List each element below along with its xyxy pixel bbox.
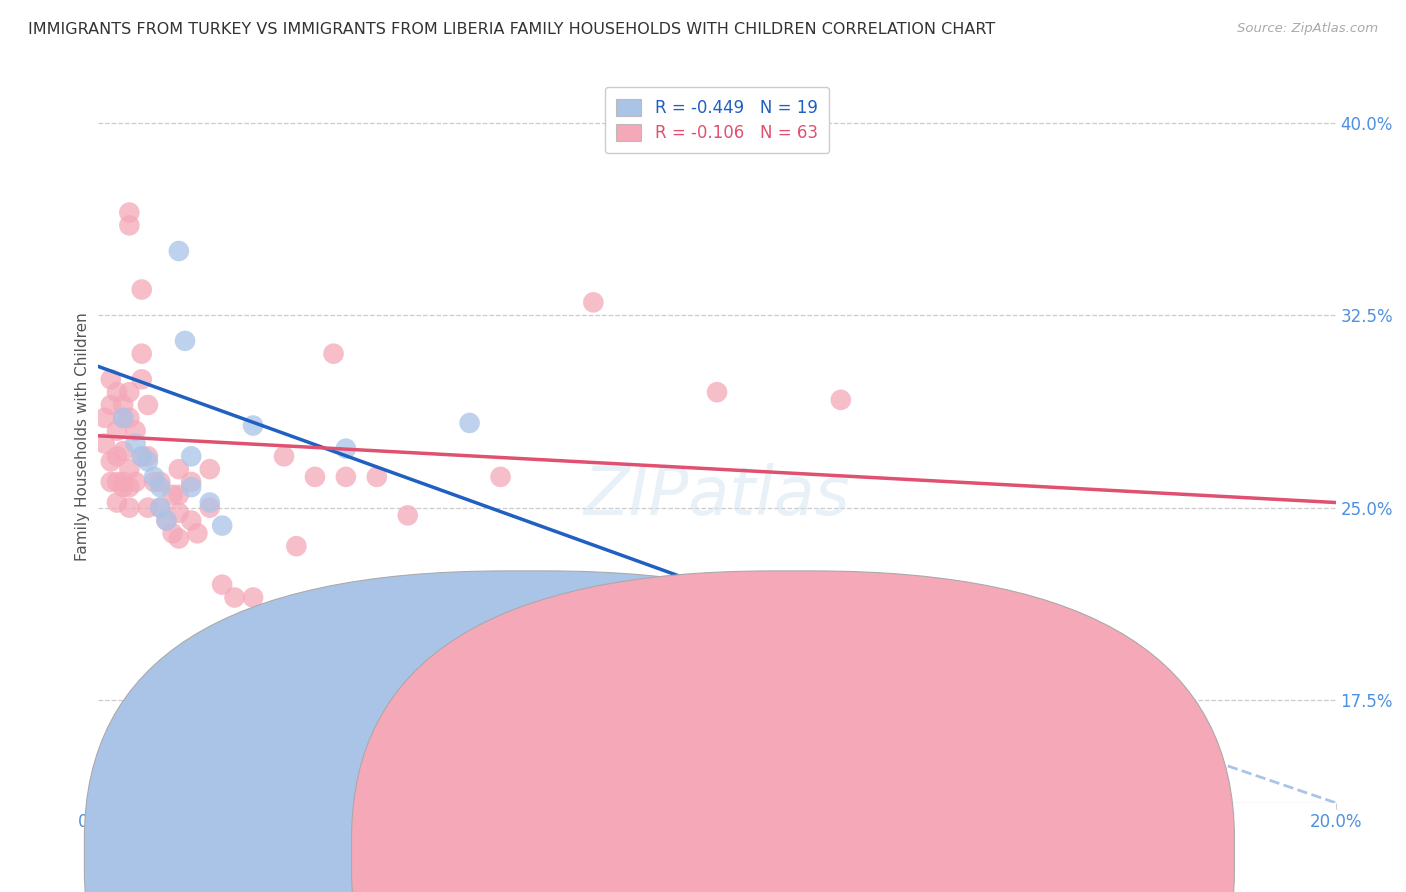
Point bbox=[242, 418, 264, 433]
Point bbox=[149, 480, 172, 494]
Point bbox=[131, 283, 153, 297]
Point bbox=[167, 244, 190, 258]
Point bbox=[180, 450, 202, 464]
Point bbox=[520, 693, 543, 707]
Point bbox=[143, 475, 166, 489]
Point bbox=[93, 410, 115, 425]
Point bbox=[768, 637, 790, 651]
Point bbox=[211, 518, 233, 533]
Point bbox=[366, 470, 388, 484]
Point bbox=[273, 450, 295, 464]
Point bbox=[162, 526, 184, 541]
Point bbox=[131, 346, 153, 360]
Point bbox=[180, 475, 202, 489]
Point bbox=[131, 372, 153, 386]
Point bbox=[124, 436, 146, 450]
Point bbox=[211, 577, 233, 591]
Point bbox=[180, 514, 202, 528]
Point bbox=[174, 334, 197, 348]
Point bbox=[162, 488, 184, 502]
Point bbox=[922, 603, 945, 617]
Point bbox=[105, 495, 128, 509]
Text: IMMIGRANTS FROM TURKEY VS IMMIGRANTS FROM LIBERIA FAMILY HOUSEHOLDS WITH CHILDRE: IMMIGRANTS FROM TURKEY VS IMMIGRANTS FRO… bbox=[28, 22, 995, 37]
Point bbox=[335, 470, 357, 484]
Point bbox=[155, 514, 177, 528]
Point bbox=[198, 462, 221, 476]
Point bbox=[118, 500, 141, 515]
Point bbox=[322, 346, 344, 360]
Point bbox=[112, 410, 135, 425]
Point bbox=[136, 454, 159, 468]
Point bbox=[167, 532, 190, 546]
Point bbox=[551, 582, 574, 597]
Point bbox=[489, 470, 512, 484]
Point bbox=[224, 591, 246, 605]
Point bbox=[112, 480, 135, 494]
Point bbox=[582, 295, 605, 310]
Point bbox=[644, 770, 666, 784]
Y-axis label: Family Households with Children: Family Households with Children bbox=[75, 313, 90, 561]
Point bbox=[143, 470, 166, 484]
Text: Immigrants from Turkey: Immigrants from Turkey bbox=[553, 847, 735, 861]
Point bbox=[100, 372, 122, 386]
Point bbox=[285, 539, 308, 553]
Point bbox=[167, 506, 190, 520]
Point bbox=[118, 385, 141, 400]
Point bbox=[136, 450, 159, 464]
Point bbox=[136, 500, 159, 515]
Point bbox=[118, 205, 141, 219]
Point bbox=[124, 424, 146, 438]
Point bbox=[304, 470, 326, 484]
Point bbox=[112, 410, 135, 425]
Point bbox=[167, 488, 190, 502]
Point bbox=[136, 398, 159, 412]
Point bbox=[105, 475, 128, 489]
Point bbox=[155, 514, 177, 528]
Point bbox=[118, 462, 141, 476]
Point bbox=[105, 450, 128, 464]
Point bbox=[186, 526, 208, 541]
Point bbox=[768, 693, 790, 707]
Point bbox=[242, 591, 264, 605]
Point bbox=[93, 436, 115, 450]
Point bbox=[891, 662, 914, 676]
Point bbox=[675, 624, 697, 638]
Point bbox=[180, 480, 202, 494]
Point bbox=[100, 398, 122, 412]
Legend: R = -0.449   N = 19, R = -0.106   N = 63: R = -0.449 N = 19, R = -0.106 N = 63 bbox=[605, 87, 830, 153]
Point bbox=[149, 500, 172, 515]
Point bbox=[124, 475, 146, 489]
Point bbox=[149, 475, 172, 489]
Point bbox=[118, 480, 141, 494]
Point bbox=[100, 475, 122, 489]
Point bbox=[149, 500, 172, 515]
Point bbox=[458, 416, 481, 430]
Point bbox=[830, 392, 852, 407]
Point bbox=[335, 442, 357, 456]
Point bbox=[167, 462, 190, 476]
Point bbox=[131, 450, 153, 464]
Point bbox=[118, 410, 141, 425]
Point bbox=[112, 475, 135, 489]
Point bbox=[644, 582, 666, 597]
Point bbox=[254, 693, 277, 707]
Point bbox=[131, 450, 153, 464]
Point bbox=[100, 454, 122, 468]
Point bbox=[198, 500, 221, 515]
Text: ZIPatlas: ZIPatlas bbox=[583, 463, 851, 529]
Point bbox=[118, 219, 141, 233]
Point bbox=[105, 385, 128, 400]
Text: Source: ZipAtlas.com: Source: ZipAtlas.com bbox=[1237, 22, 1378, 36]
Point bbox=[112, 444, 135, 458]
Point bbox=[112, 398, 135, 412]
Text: Immigrants from Liberia: Immigrants from Liberia bbox=[820, 847, 1005, 861]
Point bbox=[396, 685, 419, 699]
Point bbox=[706, 385, 728, 400]
Point bbox=[396, 508, 419, 523]
Point bbox=[105, 424, 128, 438]
Point bbox=[198, 495, 221, 509]
